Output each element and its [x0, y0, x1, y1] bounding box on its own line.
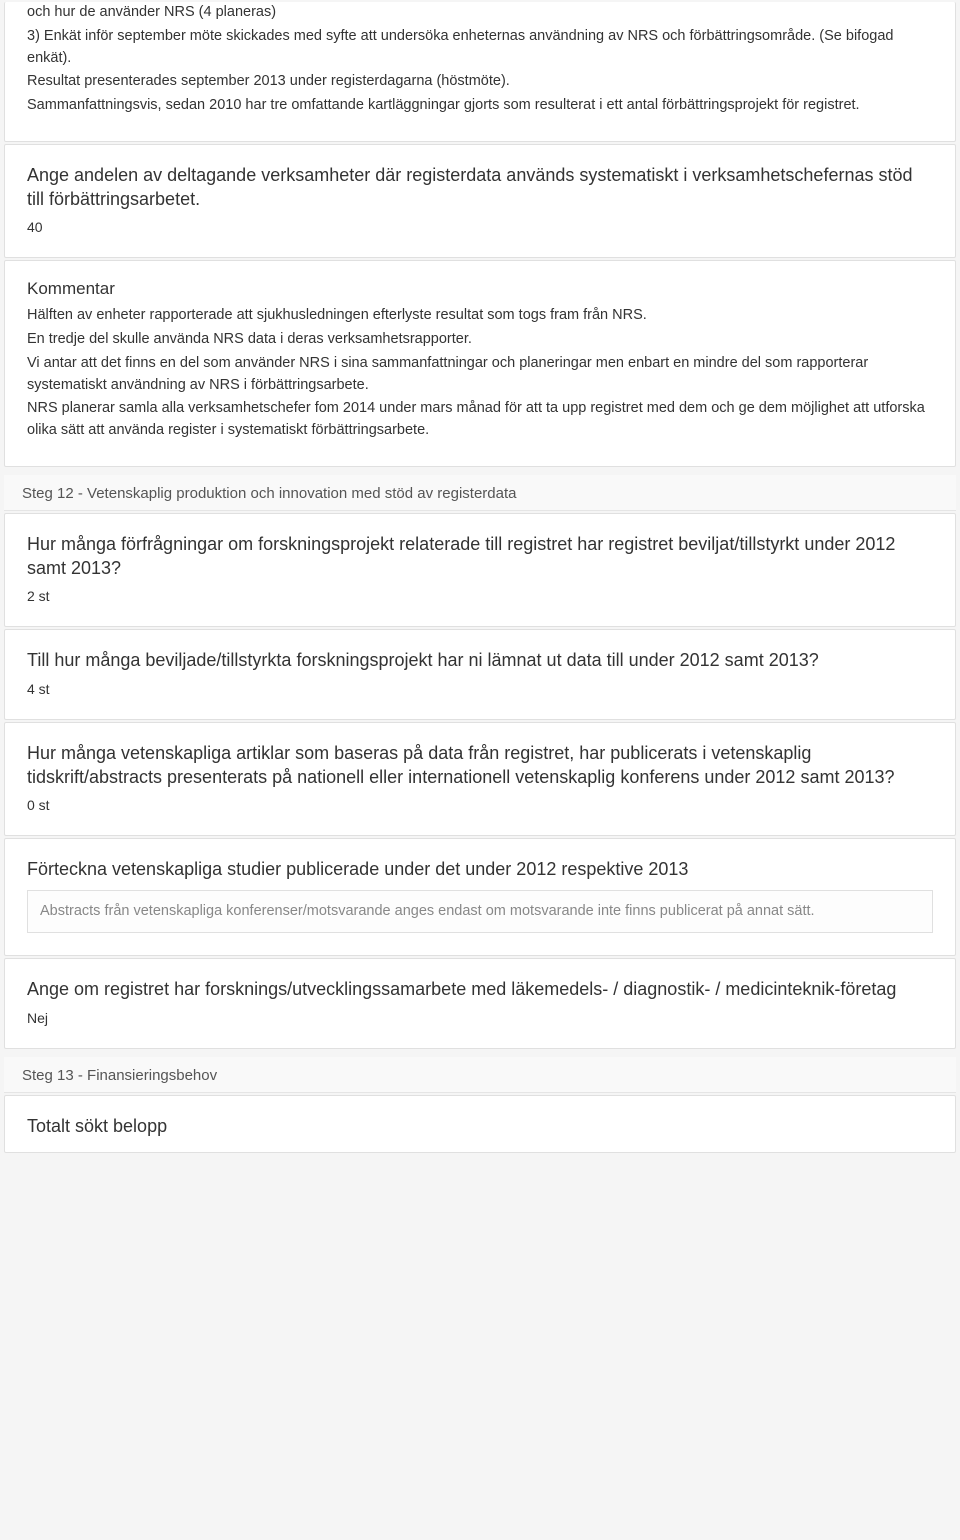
- intro-line: Sammanfattningsvis, sedan 2010 har tre o…: [27, 95, 933, 117]
- answer-text: 0 st: [27, 797, 933, 813]
- step13-header: Steg 13 - Finansieringsbehov: [4, 1057, 956, 1093]
- step12-header: Steg 12 - Vetenskaplig produktion och in…: [4, 475, 956, 511]
- intro-block: och hur de använder NRS (4 planeras) 3) …: [4, 2, 956, 142]
- answer-text: 2 st: [27, 588, 933, 604]
- question-text: Hur många vetenskapliga artiklar som bas…: [27, 741, 933, 790]
- kommentar-text: Hälften av enheter rapporterade att sjuk…: [27, 305, 933, 442]
- intro-line: Resultat presenterades september 2013 un…: [27, 71, 933, 93]
- question-text: Hur många förfrågningar om forskningspro…: [27, 532, 933, 581]
- kommentar-line: NRS planerar samla alla verksamhetschefe…: [27, 398, 933, 442]
- question-text: Förteckna vetenskapliga studier publicer…: [27, 857, 933, 881]
- question-text: Till hur många beviljade/tillstyrkta for…: [27, 648, 933, 672]
- kommentar-block: Kommentar Hälften av enheter rapporterad…: [4, 260, 956, 467]
- step12-q2: Till hur många beviljade/tillstyrkta for…: [4, 629, 956, 719]
- intro-text: och hur de använder NRS (4 planeras) 3) …: [27, 2, 933, 117]
- step13-q1: Totalt sökt belopp: [4, 1095, 956, 1153]
- step12-q4: Förteckna vetenskapliga studier publicer…: [4, 838, 956, 956]
- step12-q3: Hur många vetenskapliga artiklar som bas…: [4, 722, 956, 837]
- question-text: Totalt sökt belopp: [27, 1114, 933, 1138]
- kommentar-heading: Kommentar: [27, 279, 933, 299]
- hint-text: Abstracts från vetenskapliga konferenser…: [27, 890, 933, 934]
- kommentar-line: Hälften av enheter rapporterade att sjuk…: [27, 305, 933, 327]
- step12-q1: Hur många förfrågningar om forskningspro…: [4, 513, 956, 628]
- kommentar-line: Vi antar att det finns en del som använd…: [27, 353, 933, 397]
- question-text: Ange om registret har forsknings/utveckl…: [27, 977, 933, 1001]
- kommentar-line: En tredje del skulle använda NRS data i …: [27, 329, 933, 351]
- question-block-andel: Ange andelen av deltagande verksamheter …: [4, 144, 956, 259]
- intro-line: och hur de använder NRS (4 planeras): [27, 2, 933, 24]
- intro-line: 3) Enkät inför september möte skickades …: [27, 26, 933, 70]
- answer-text: 4 st: [27, 681, 933, 697]
- answer-text: 40: [27, 219, 933, 235]
- step12-q5: Ange om registret har forsknings/utveckl…: [4, 958, 956, 1048]
- question-text: Ange andelen av deltagande verksamheter …: [27, 163, 933, 212]
- answer-text: Nej: [27, 1010, 933, 1026]
